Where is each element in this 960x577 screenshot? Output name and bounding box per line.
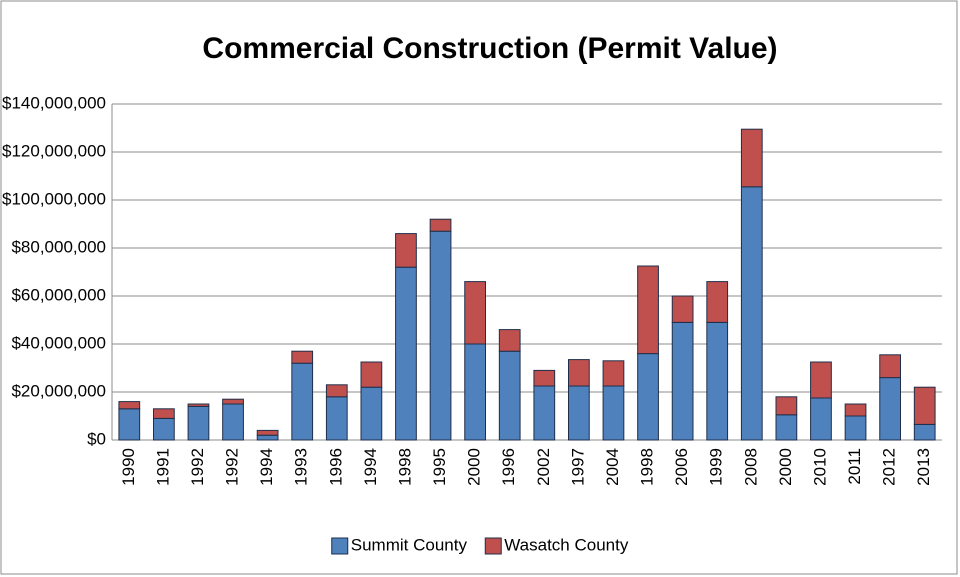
- legend-label: Summit County: [351, 535, 468, 554]
- bar-segment: [706, 281, 729, 323]
- bar-segment: [256, 434, 279, 441]
- bar-segment: [602, 385, 625, 441]
- bar-segment: [395, 233, 417, 268]
- x-tick-label: 1995: [430, 448, 449, 486]
- bar-segment: [498, 350, 521, 441]
- bar-segment: [602, 360, 625, 387]
- x-tick-label: 1991: [153, 448, 172, 486]
- legend-label: Wasatch County: [504, 535, 629, 554]
- y-tick-label: $140,000,000: [2, 93, 106, 112]
- bar-segment: [429, 218, 452, 232]
- bar-segment: [706, 321, 729, 441]
- bar-segment: [775, 414, 798, 441]
- y-tick-label: $20,000,000: [11, 381, 106, 400]
- x-tick-label: 1993: [292, 448, 311, 486]
- x-tick-label: 2004: [603, 448, 622, 486]
- bar-segment: [291, 362, 314, 441]
- bar-segment: [153, 408, 175, 419]
- bar-segment: [637, 353, 659, 441]
- bar-segment: [844, 403, 867, 417]
- bar-segment: [913, 386, 936, 425]
- bar-segment: [256, 429, 279, 436]
- bar-segment: [740, 128, 763, 188]
- bar-segment: [153, 417, 175, 441]
- bar-segment: [395, 266, 417, 441]
- bar-segment: [187, 405, 210, 441]
- bar-segment: [533, 385, 556, 441]
- bar-segment: [498, 329, 521, 352]
- x-tick-label: 1996: [499, 448, 518, 486]
- x-tick-label: 2010: [810, 448, 829, 486]
- bar-segment: [671, 321, 694, 441]
- x-tick-label: 1996: [326, 448, 345, 486]
- y-tick-label: $0: [87, 429, 106, 448]
- bar-segment: [118, 408, 141, 441]
- bar-segment: [879, 377, 901, 441]
- bar-segment: [291, 350, 314, 364]
- x-tick-label: 2012: [880, 448, 899, 486]
- x-tick-label: 1990: [119, 448, 138, 486]
- bar-segment: [325, 384, 348, 398]
- x-tick-label: 1998: [638, 448, 657, 486]
- y-tick-label: $60,000,000: [11, 285, 106, 304]
- legend-swatch: [331, 537, 349, 555]
- bar-segment: [325, 396, 348, 441]
- chart-title: Commercial Construction (Permit Value): [202, 32, 777, 65]
- bar-segment: [810, 361, 832, 399]
- bar-segment: [187, 403, 210, 407]
- x-tick-label: 2000: [776, 448, 795, 486]
- y-tick-label: $120,000,000: [2, 141, 106, 160]
- x-tick-label: 1994: [257, 448, 276, 486]
- y-tick-label: $40,000,000: [11, 333, 106, 352]
- bar-segment: [429, 230, 452, 441]
- bar-segment: [637, 265, 659, 355]
- bar-segment: [464, 343, 486, 441]
- bar-segment: [360, 386, 383, 441]
- bar-segment: [775, 396, 798, 416]
- x-tick-label: 1994: [361, 448, 380, 486]
- x-tick-label: 1992: [223, 448, 242, 486]
- x-tick-label: 1998: [395, 448, 414, 486]
- y-tick-label: $80,000,000: [11, 237, 106, 256]
- x-tick-label: 2000: [465, 448, 484, 486]
- bar-segment: [464, 281, 486, 345]
- x-tick-label: 2013: [914, 448, 933, 486]
- x-tick-label: 1992: [188, 448, 207, 486]
- bar-segment: [568, 359, 590, 387]
- bar-segment: [879, 354, 901, 379]
- x-tick-label: 2011: [845, 448, 864, 485]
- bar-segment: [844, 415, 867, 441]
- x-tick-label: 2006: [672, 448, 691, 486]
- bar-segment: [671, 295, 694, 323]
- bar-segment: [118, 401, 141, 410]
- bar-segment: [533, 369, 556, 387]
- legend-swatch: [484, 537, 502, 555]
- bar-segment: [740, 186, 763, 441]
- bar-segment: [810, 397, 832, 441]
- bar-segment: [222, 398, 244, 405]
- x-tick-label: 1999: [707, 448, 726, 486]
- x-tick-label: 2008: [741, 448, 760, 486]
- bar-segment: [913, 423, 936, 441]
- y-tick-label: $100,000,000: [2, 189, 106, 208]
- bar-segment: [568, 385, 590, 441]
- bar-segment: [222, 403, 244, 441]
- x-tick-label: 1997: [568, 448, 587, 486]
- bar-segment: [360, 361, 383, 388]
- x-tick-label: 2002: [534, 448, 553, 486]
